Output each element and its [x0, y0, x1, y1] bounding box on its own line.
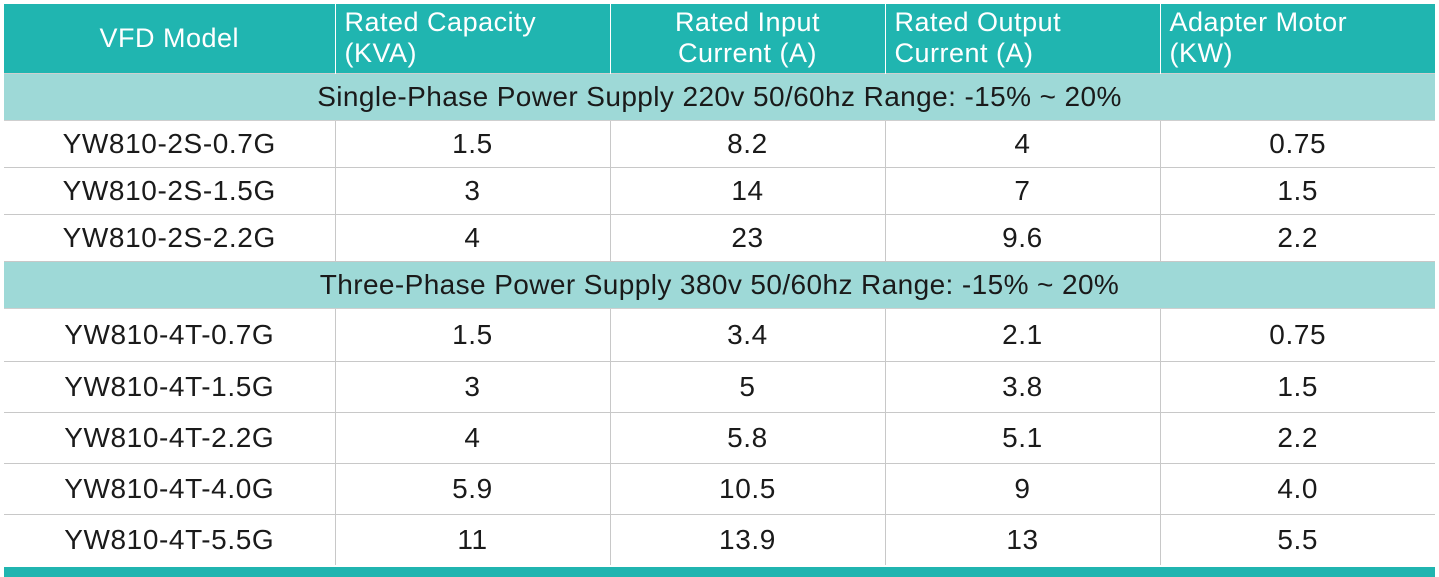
header-row: VFD Model Rated Capacity (KVA) Rated Inp…: [4, 4, 1435, 73]
cell-motor: 0.75: [1160, 308, 1435, 362]
table-row: YW810-2S-1.5G 3 14 7 1.5: [4, 167, 1435, 215]
cell-input-current: 23: [610, 214, 886, 262]
cell-motor: 2.2: [1160, 412, 1435, 464]
section-row-three-phase: Three-Phase Power Supply 380v 50/60hz Ra…: [4, 260, 1435, 309]
table-row: YW810-4T-5.5G 11 13.9 13 5.5: [4, 514, 1435, 565]
table-row: YW810-4T-4.0G 5.9 10.5 9 4.0: [4, 463, 1435, 515]
cell-input-current: 5.8: [610, 412, 886, 464]
cell-model: YW810-2S-2.2G: [4, 214, 336, 262]
cell-motor: 4.0: [1160, 463, 1435, 515]
column-header-rated-capacity: Rated Capacity (KVA): [335, 4, 611, 73]
cell-input-current: 14: [610, 167, 886, 215]
cell-output-current: 13: [885, 514, 1161, 565]
cell-capacity: 3: [335, 167, 611, 215]
cell-output-current: 9.6: [885, 214, 1161, 262]
cell-input-current: 8.2: [610, 120, 886, 168]
cell-model: YW810-4T-5.5G: [4, 514, 336, 565]
table-row: YW810-4T-2.2G 4 5.8 5.1 2.2: [4, 412, 1435, 464]
section-title: Three-Phase Power Supply 380v 50/60hz Ra…: [4, 260, 1435, 309]
cell-capacity: 4: [335, 412, 611, 464]
cell-capacity: 1.5: [335, 308, 611, 362]
cell-model: YW810-4T-0.7G: [4, 308, 336, 362]
column-header-vfd-model: VFD Model: [4, 4, 336, 73]
table-row: YW810-2S-0.7G 1.5 8.2 4 0.75: [4, 120, 1435, 168]
cell-model: YW810-2S-1.5G: [4, 167, 336, 215]
column-header-rated-output-current: Rated Output Current (A): [885, 4, 1161, 73]
cell-capacity: 11: [335, 514, 611, 565]
cell-capacity: 3: [335, 361, 611, 413]
cell-model: YW810-4T-2.2G: [4, 412, 336, 464]
cell-motor: 0.75: [1160, 120, 1435, 168]
cell-capacity: 1.5: [335, 120, 611, 168]
vfd-spec-table: VFD Model Rated Capacity (KVA) Rated Inp…: [4, 4, 1435, 565]
cell-output-current: 5.1: [885, 412, 1161, 464]
cell-capacity: 5.9: [335, 463, 611, 515]
table-row: YW810-4T-1.5G 3 5 3.8 1.5: [4, 361, 1435, 413]
cell-motor: 1.5: [1160, 361, 1435, 413]
cell-model: YW810-2S-0.7G: [4, 120, 336, 168]
cell-capacity: 4: [335, 214, 611, 262]
column-header-adapter-motor: Adapter Motor (KW): [1160, 4, 1435, 73]
cell-output-current: 7: [885, 167, 1161, 215]
table-row: YW810-2S-2.2G 4 23 9.6 2.2: [4, 214, 1435, 262]
cell-motor: 5.5: [1277, 523, 1319, 555]
cell-model: YW810-4T-4.0G: [4, 463, 336, 515]
cell-motor: 1.5: [1160, 167, 1435, 215]
cell-input-current: 3.4: [610, 308, 886, 362]
cell-output-current: 2.1: [885, 308, 1161, 362]
cell-input-current: 5: [610, 361, 886, 413]
cell-model: YW810-4T-1.5G: [4, 361, 336, 413]
column-header-rated-input-current: Rated Input Current (A): [610, 4, 886, 73]
table-row: YW810-4T-0.7G 1.5 3.4 2.1 0.75: [4, 308, 1435, 362]
section-row-single-phase: Single-Phase Power Supply 220v 50/60hz R…: [4, 72, 1435, 121]
bottom-accent-bar: [4, 567, 1435, 577]
section-title: Single-Phase Power Supply 220v 50/60hz R…: [4, 72, 1435, 121]
cell-motor: 2.2: [1160, 214, 1435, 262]
cell-input-current: 13.9: [610, 514, 886, 565]
cell-output-current: 4: [885, 120, 1161, 168]
cell-output-current: 3.8: [885, 361, 1161, 413]
cell-input-current: 10.5: [610, 463, 886, 515]
cell-output-current: 9: [885, 463, 1161, 515]
